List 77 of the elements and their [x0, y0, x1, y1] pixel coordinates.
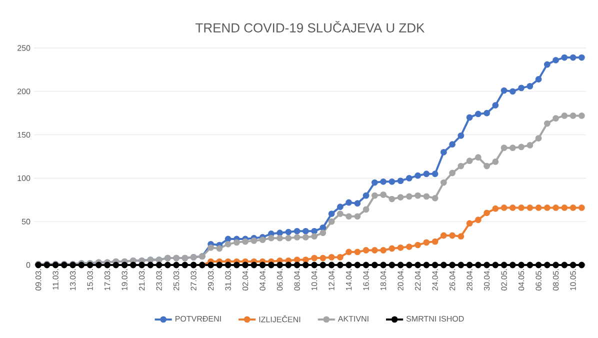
x-tick-label: 04.04.: [260, 269, 266, 290]
point: [474, 216, 482, 224]
point: [544, 204, 550, 211]
point: [484, 210, 490, 216]
y-tick-label: 100: [18, 175, 30, 182]
x-tick-label: 09.03.: [35, 269, 42, 290]
x-tick-label: 30.04.: [484, 269, 490, 290]
point: [570, 204, 576, 211]
point: [320, 254, 326, 262]
x-tick-label: 29.03.: [208, 269, 214, 290]
point: [449, 232, 456, 239]
x-tick-label: 25.03.: [173, 269, 180, 290]
x-tick-label: 06.05.: [536, 269, 542, 290]
point: [432, 238, 438, 245]
point: [414, 242, 422, 248]
point: [362, 247, 370, 254]
point: [535, 204, 542, 211]
x-tick-label: 06.04.: [276, 269, 283, 290]
point: [294, 256, 300, 263]
x-tick-label: 15.03.: [87, 269, 93, 290]
y-tick-label: 0: [26, 262, 30, 268]
point: [578, 204, 585, 211]
point: [552, 204, 560, 211]
point: [397, 244, 404, 251]
x-tick-label: 24.04.: [432, 269, 438, 290]
x-tick-label: 26.04.: [449, 269, 456, 290]
point: [311, 254, 318, 262]
x-tick-label: 28.04.: [466, 269, 472, 290]
x-tick-label: 08.05.: [552, 269, 559, 290]
x-tick-label: 10.05.: [570, 269, 576, 290]
x-tick-label: 17.03.: [104, 269, 110, 290]
point: [492, 205, 499, 212]
y-tick-label: 200: [18, 88, 30, 94]
x-tick-label: 02.04.: [242, 269, 248, 290]
point: [346, 248, 352, 256]
point: [380, 247, 387, 254]
y-tick-label: 50: [22, 218, 30, 224]
x-tick-label: 04.05.: [518, 269, 524, 290]
point: [518, 204, 525, 211]
point: [458, 233, 464, 240]
x-tick-label: 27.03.: [190, 269, 196, 290]
point: [509, 204, 516, 211]
x-tick-label: 19.03.: [122, 269, 128, 290]
point: [354, 248, 361, 256]
point: [328, 254, 335, 260]
point: [336, 254, 344, 260]
x-tick-label: 21.03.: [138, 269, 145, 290]
legend-label: AKTIVNI: [338, 316, 368, 322]
x-tick-label: 08.04.: [294, 269, 300, 290]
point: [440, 232, 447, 239]
point: [388, 245, 396, 252]
point: [406, 244, 412, 250]
point: [423, 239, 430, 246]
x-tick-label: 13.03.: [70, 269, 76, 290]
point: [371, 247, 378, 254]
x-tick-label: 23.03.: [156, 269, 162, 290]
y-tick-label: 250: [18, 45, 30, 51]
point: [561, 204, 568, 211]
point: [500, 204, 508, 211]
x-tick-label: 31.03.: [225, 269, 231, 290]
legend-label: IZLIJEČENI: [259, 315, 300, 322]
x-tick-label: 10.04.: [311, 269, 318, 290]
x-tick-label: 16.04.: [363, 269, 369, 290]
x-tick-label: 12.04.: [328, 269, 334, 290]
legend-label: SMRTNI ISHOD: [406, 316, 464, 322]
point: [466, 220, 473, 227]
x-tick-label: 14.04.: [346, 269, 352, 290]
x-tick-label: 02.05.: [501, 269, 507, 290]
x-tick-label: 11.03.: [52, 269, 58, 290]
point: [526, 204, 534, 211]
chart-title: TREND COVID-19 SLUČAJEVA U ZDK: [196, 20, 425, 32]
legend-label: POTVRĐENI: [176, 316, 221, 322]
y-tick-label: 150: [18, 132, 30, 138]
x-tick-label: 20.04.: [398, 269, 404, 290]
point: [302, 256, 309, 263]
x-tick-label: 22.04.: [414, 269, 421, 290]
x-tick-label: 18.04.: [380, 269, 386, 290]
